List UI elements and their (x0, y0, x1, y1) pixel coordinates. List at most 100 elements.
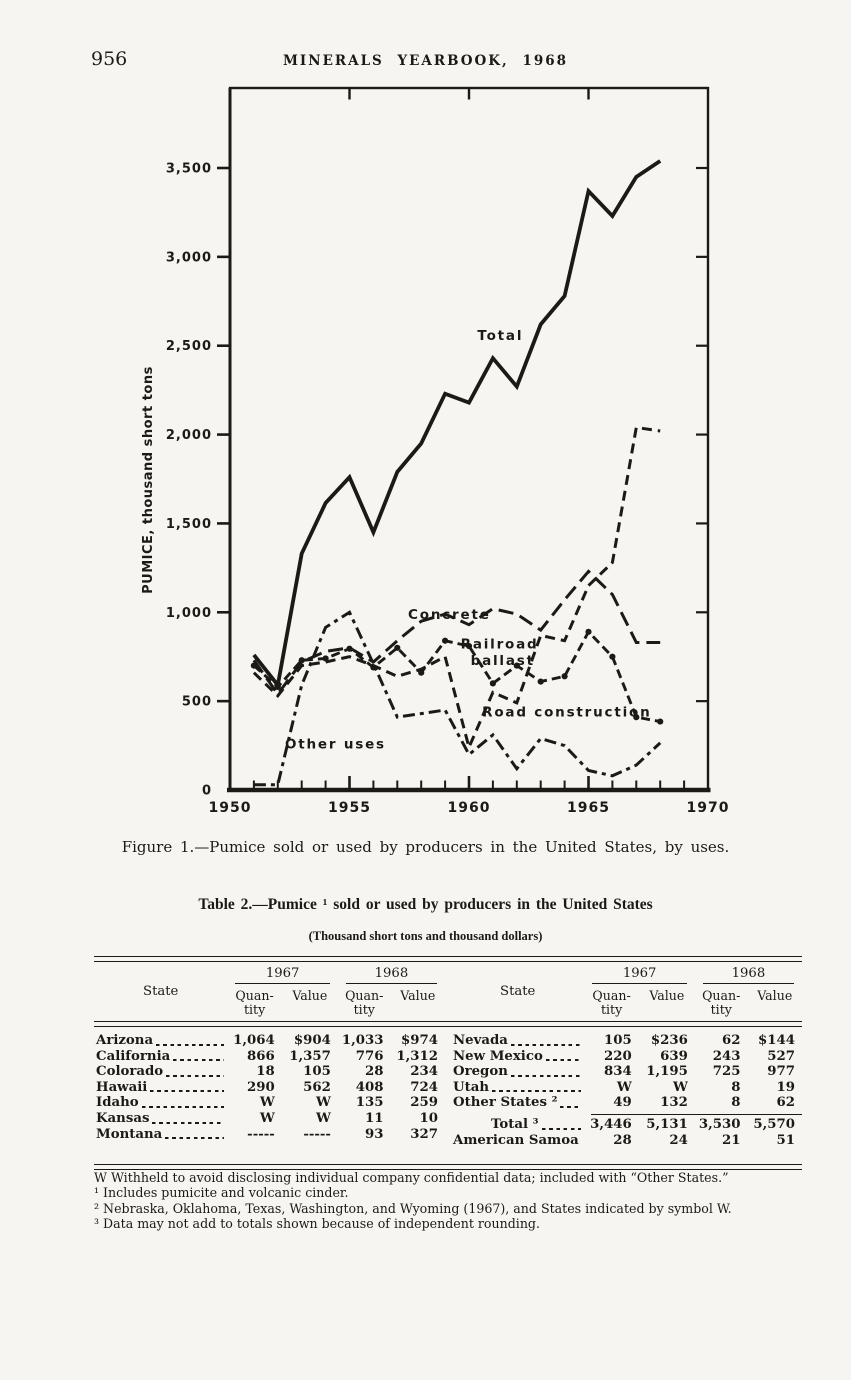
qty-1968-cell: 3,530 (698, 1116, 741, 1132)
state-name: Utah (453, 1079, 490, 1095)
val-1968-cell: 234 (410, 1064, 438, 1080)
series-data-marker (322, 655, 329, 662)
series-data-marker (442, 637, 449, 644)
series-data-marker (537, 678, 544, 685)
state-column-header: State (143, 983, 179, 999)
val-1968-cell: 51 (776, 1132, 795, 1148)
leader (150, 1090, 225, 1093)
total-label: Total ³ (491, 1116, 539, 1132)
qty-1967-cell: 1,064 (233, 1033, 275, 1048)
val-1968-cell: 724 (410, 1079, 438, 1095)
qty-1967-cell: 105 (604, 1033, 632, 1048)
series-label: Other uses (285, 737, 386, 753)
val-1967-cell: $236 (650, 1033, 688, 1048)
state-cell: Total ³ (451, 1117, 584, 1133)
qty-1968-cell: 62 (722, 1033, 741, 1048)
table-right-header: State 1967 1968 Quan- tity Value Quan- t… (451, 962, 802, 1021)
val-1968-cell: 527 (767, 1048, 795, 1064)
leader (545, 1059, 582, 1062)
total-row: Total ³ 3,446 5,131 3,530 5,570 (451, 1117, 802, 1133)
value-subheader: Value (400, 988, 436, 1003)
state-name: Hawaii (96, 1079, 148, 1095)
val-1967-cell: ----- (303, 1126, 331, 1142)
x-tick-label: 1970 (687, 800, 730, 816)
val-1968-cell: 19 (776, 1079, 795, 1095)
year-1967-header: 1967 (235, 966, 330, 984)
table-row: Nevada 105 $236 62 $144 (451, 1033, 802, 1049)
series-concrete-line (252, 569, 661, 697)
leader (141, 1105, 225, 1108)
series-data-marker (346, 645, 353, 652)
qty-1967-cell: 28 (613, 1132, 632, 1148)
state-cell: Kansas (94, 1111, 227, 1127)
table-left-header: State 1967 1968 Quan- tity Value Quan- t… (94, 962, 445, 1021)
series-data-marker (561, 673, 568, 680)
state-name: New Mexico (453, 1048, 543, 1064)
table-left-body: Arizona 1,064 $904 1,033 $974 California… (94, 1027, 445, 1164)
qty-1968-cell: 93 (365, 1126, 384, 1142)
series-data-marker (298, 657, 305, 664)
table-bottom-rule (94, 1164, 802, 1170)
leader (560, 1105, 582, 1108)
y-tick-label: 0 (202, 784, 212, 799)
series-data-marker (394, 644, 401, 651)
value-subheader: Value (757, 988, 793, 1003)
val-1967-cell: 1,357 (289, 1048, 331, 1064)
val-1968-cell: 5,570 (753, 1116, 795, 1132)
qty-1968-cell: 11 (365, 1110, 384, 1126)
quantity-subheader: Quan- tity (235, 988, 274, 1017)
state-cell: American Samoa (451, 1133, 584, 1149)
val-1968-cell: $144 (757, 1033, 795, 1048)
x-tick-label: 1965 (567, 800, 610, 816)
x-tick-label: 1950 (209, 800, 252, 816)
running-head: MINERALS YEARBOOK, 1968 (282, 53, 569, 69)
y-tick-label: 1,500 (166, 517, 212, 532)
state-name: Colorado (96, 1064, 164, 1080)
series-data-marker (609, 653, 616, 660)
series-label: Railroad ballast (461, 636, 539, 669)
val-1968-cell: 62 (776, 1095, 795, 1111)
state-name: Kansas (96, 1110, 150, 1126)
state-cell: Montana (94, 1127, 227, 1143)
state-cell: Colorado (94, 1064, 227, 1080)
table-row: Colorado 18 105 28 234 (94, 1064, 445, 1080)
plot-frame (228, 86, 710, 792)
y-tick-label: 1,000 (166, 606, 212, 621)
state-cell: Idaho (94, 1095, 227, 1111)
state-cell: California (94, 1049, 227, 1065)
qty-1968-cell: 8 (731, 1095, 741, 1111)
year-1968-header: 1968 (702, 966, 794, 984)
table-title: Table 2.—Pumice ¹ sold or used by produc… (198, 896, 653, 913)
val-1968-cell: $974 (400, 1033, 438, 1048)
table-2: State 1967 1968 Quan- tity Value Quan- t… (94, 956, 802, 1170)
figure-1-chart: 0 500 1,000 1,500 2,000 2,500 3,000 3,500 1950 19… (141, 86, 730, 816)
y-tick-label: 3,000 (166, 250, 212, 265)
val-1968-cell: 259 (410, 1095, 438, 1111)
page-number: 956 (91, 48, 128, 70)
leader (541, 1127, 582, 1130)
qty-1968-cell: 8 (731, 1079, 741, 1095)
table-header-row: State 1967 1968 Quan- tity Value Quan- t… (94, 962, 802, 1021)
qty-1968-cell: 243 (712, 1048, 741, 1064)
qty-1967-cell: 866 (247, 1048, 275, 1064)
qty-1967-cell: 3,446 (590, 1116, 632, 1132)
leader (152, 1121, 225, 1124)
state-name: Oregon (453, 1064, 508, 1080)
val-1967-cell: 105 (303, 1064, 331, 1080)
quantity-subheader: Quan- tity (345, 988, 384, 1017)
qty-1967-cell: 18 (256, 1064, 275, 1080)
x-tick-label: 1955 (328, 800, 371, 816)
quantity-subheader: Quan- tity (702, 988, 741, 1017)
series-data-marker (513, 662, 520, 669)
table-row: New Mexico 220 639 243 527 (451, 1049, 802, 1065)
table-subtitle: (Thousand short tons and thousand dollar… (308, 929, 543, 943)
footnote-1: ¹ Includes pumicite and volcanic cinder. (94, 1185, 349, 1201)
val-1967-cell: 639 (660, 1048, 688, 1064)
qty-1967-cell: W (259, 1095, 275, 1111)
val-1967-cell: 5,131 (646, 1116, 688, 1132)
qty-1968-cell: 21 (722, 1132, 741, 1148)
value-subheader: Value (649, 988, 685, 1003)
state-cell: Hawaii (94, 1080, 227, 1096)
series-other-uses-line (253, 610, 662, 787)
val-1967-cell: 24 (669, 1132, 688, 1148)
